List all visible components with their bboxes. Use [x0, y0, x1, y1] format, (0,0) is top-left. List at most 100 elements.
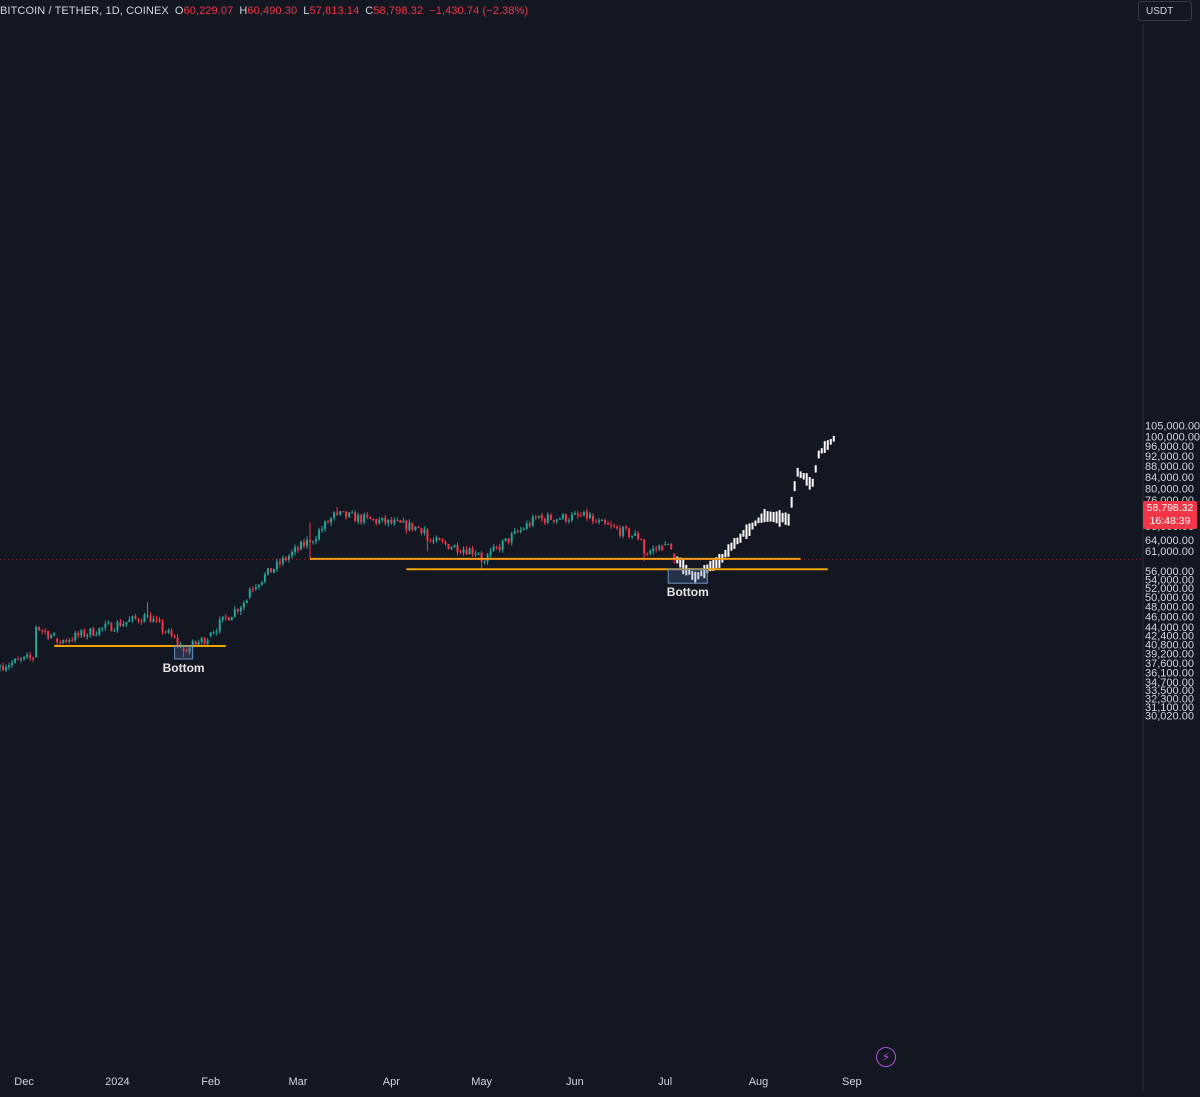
- candle-body: [86, 634, 89, 637]
- candle-body: [363, 514, 366, 523]
- candle-body: [170, 630, 173, 636]
- candle-body: [266, 568, 269, 575]
- candle-body: [561, 514, 564, 519]
- candle-body: [579, 515, 582, 517]
- close-value: 58,798.32: [373, 5, 424, 17]
- candle-body: [510, 533, 513, 543]
- candle-body: [65, 640, 68, 642]
- candle-body: [248, 588, 251, 598]
- candle-body: [221, 616, 224, 620]
- price-tick-label: 52,000.00: [1145, 583, 1194, 595]
- candle-body: [218, 619, 221, 632]
- candle-body: [453, 545, 456, 548]
- candle-body: [230, 616, 233, 621]
- candle-body: [17, 658, 20, 660]
- candle-body: [637, 533, 640, 540]
- price-tick-label: 40,800.00: [1145, 639, 1194, 651]
- candle-body: [35, 626, 38, 658]
- candle-body: [570, 514, 573, 521]
- price-tick-label: 54,000.00: [1145, 574, 1194, 586]
- time-tick-label: May: [471, 1076, 492, 1088]
- candle-body: [342, 511, 345, 513]
- change-value: −1,430.74 (−2.38%): [429, 5, 529, 17]
- candle-body: [585, 511, 588, 519]
- candle-body: [628, 528, 631, 537]
- candle-body: [128, 619, 131, 622]
- candle-body: [92, 628, 95, 636]
- candle-body: [411, 522, 414, 530]
- candle-body: [619, 528, 622, 536]
- candle-body: [242, 603, 245, 608]
- candle-body: [89, 628, 92, 635]
- candle-body: [540, 514, 543, 519]
- candle-body: [372, 518, 375, 520]
- candle-body: [272, 569, 275, 573]
- candle-body: [519, 529, 522, 532]
- candle-body: [474, 553, 477, 555]
- candle-body: [59, 642, 62, 644]
- candle-body: [546, 514, 549, 523]
- candle-body: [95, 634, 98, 636]
- price-tick-label: 46,000.00: [1145, 612, 1194, 624]
- time-tick-label: Sep: [842, 1076, 862, 1088]
- candle-body: [534, 516, 537, 518]
- candle-body: [14, 658, 17, 663]
- price-tick-label: 61,000.00: [1145, 546, 1194, 558]
- candle-body: [501, 540, 504, 550]
- symbol-title[interactable]: BITCOIN / TETHER, 1D, COINEX: [0, 5, 169, 17]
- candle-body: [447, 544, 450, 550]
- candle-body: [567, 520, 570, 522]
- candle-body: [32, 657, 35, 660]
- candle-body: [146, 615, 149, 617]
- candle-body: [155, 618, 158, 620]
- candle-body: [263, 574, 266, 582]
- price-tick-label: 32,300.00: [1145, 693, 1194, 705]
- candle-body: [646, 553, 649, 555]
- candle-body: [50, 635, 53, 639]
- candle-body: [330, 517, 333, 523]
- last-price-tag: 58,798.32 16:48:39: [1143, 501, 1197, 529]
- candle-body: [405, 520, 408, 531]
- candle-body: [610, 524, 613, 526]
- candle-body: [119, 621, 122, 627]
- candle-body: [143, 614, 146, 623]
- candle-body: [53, 632, 56, 636]
- lightning-icon[interactable]: ⚡︎: [876, 1047, 896, 1067]
- price-tick-label: 31,100.00: [1145, 702, 1194, 714]
- candle-body: [318, 530, 321, 540]
- candle-body: [257, 584, 260, 588]
- candle-body: [471, 548, 474, 554]
- candle-body: [224, 616, 227, 618]
- candle-body: [131, 616, 134, 620]
- candle-body: [613, 525, 616, 527]
- candle-body: [426, 529, 429, 541]
- candle-body: [101, 627, 104, 629]
- candle-body: [652, 548, 655, 552]
- candle-body: [622, 526, 625, 536]
- candle-body: [531, 516, 534, 526]
- candle-body: [26, 654, 29, 657]
- currency-button[interactable]: USDT: [1138, 1, 1192, 21]
- candle-body: [312, 541, 315, 543]
- price-tick-label: 100,000.00: [1145, 432, 1200, 444]
- candle-body: [667, 543, 670, 545]
- candle-body: [625, 526, 628, 529]
- candle-body: [643, 539, 646, 554]
- candle-body: [616, 526, 619, 529]
- last-price-value: 58,798.32: [1146, 502, 1194, 514]
- candle-body: [393, 520, 396, 524]
- candle-body: [522, 528, 525, 530]
- high-value: 60,490.30: [247, 5, 298, 17]
- candle-body: [492, 546, 495, 551]
- candle-body: [29, 654, 32, 658]
- candle-body: [278, 561, 281, 564]
- candle-body: [576, 513, 579, 516]
- candle-body: [185, 650, 188, 653]
- candle-body: [251, 588, 254, 590]
- candle-body: [468, 548, 471, 555]
- candle-body: [351, 512, 354, 514]
- time-tick-label: Aug: [749, 1076, 769, 1088]
- bottom-label: Bottom: [667, 585, 709, 599]
